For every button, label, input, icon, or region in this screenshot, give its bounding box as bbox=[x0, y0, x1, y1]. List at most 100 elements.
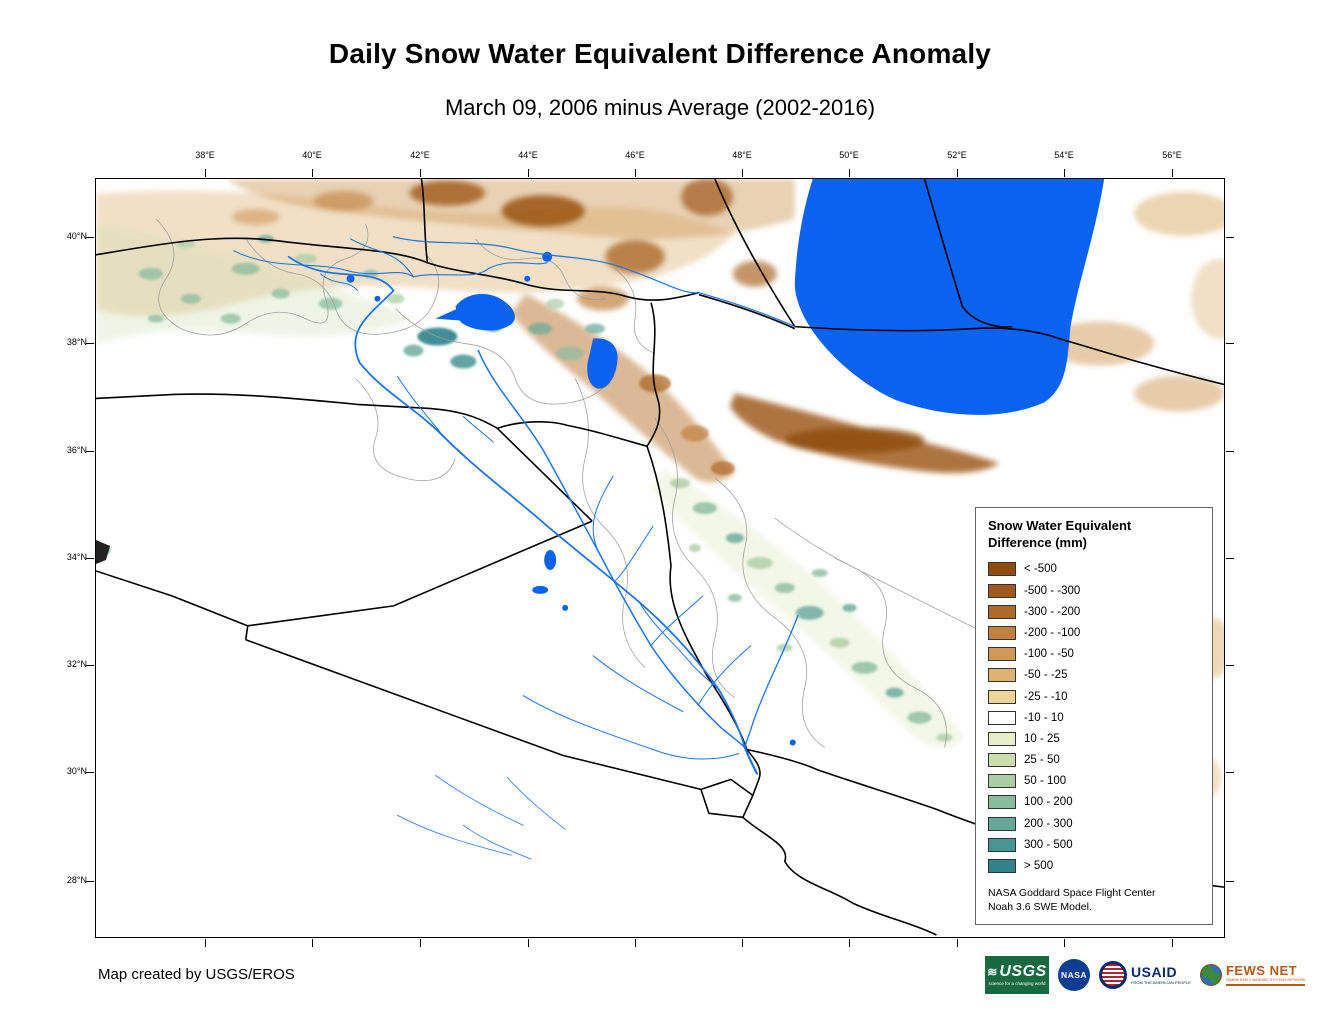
lat-tick-label: 30°N bbox=[66, 766, 87, 776]
axis-tick bbox=[1171, 169, 1173, 177]
border-layer bbox=[96, 179, 1224, 936]
axis-tick bbox=[1226, 236, 1234, 238]
axis-tick bbox=[848, 169, 850, 177]
legend-item: -500 - -300 bbox=[988, 580, 1202, 601]
legend-swatch bbox=[988, 753, 1016, 768]
legend-item: < -500 bbox=[988, 559, 1202, 580]
axis-tick bbox=[1226, 664, 1234, 666]
axis-tick bbox=[86, 450, 94, 452]
axis-tick bbox=[419, 939, 421, 947]
legend-item: 300 - 500 bbox=[988, 834, 1202, 855]
axis-tick bbox=[741, 939, 743, 947]
map-legend: Snow Water Equivalent Difference (mm) < … bbox=[975, 507, 1213, 925]
axis-tick bbox=[311, 169, 313, 177]
axis-tick bbox=[1063, 169, 1065, 177]
legend-swatch bbox=[988, 647, 1016, 662]
axis-tick bbox=[1171, 939, 1173, 947]
axis-tick bbox=[634, 169, 636, 177]
legend-source-note: NASA Goddard Space Flight Center Noah 3.… bbox=[988, 886, 1156, 913]
legend-swatch bbox=[988, 774, 1016, 789]
legend-swatch bbox=[988, 562, 1016, 577]
map-frame bbox=[95, 178, 1225, 938]
terrain-layer bbox=[96, 179, 1224, 798]
legend-item: -300 - -200 bbox=[988, 601, 1202, 622]
legend-item: -200 - -100 bbox=[988, 622, 1202, 643]
lake-urmia bbox=[587, 338, 618, 389]
axis-tick bbox=[86, 342, 94, 344]
legend-swatch bbox=[988, 668, 1016, 683]
legend-item: -25 - -10 bbox=[988, 686, 1202, 707]
nasa-logo: NASA bbox=[1058, 959, 1090, 991]
legend-item: > 500 bbox=[988, 855, 1202, 876]
legend-swatch bbox=[988, 583, 1016, 598]
lon-tick-label: 40°E bbox=[302, 150, 322, 160]
lat-tick-label: 36°N bbox=[66, 445, 87, 455]
axis-tick bbox=[741, 169, 743, 177]
legend-item: 200 - 300 bbox=[988, 813, 1202, 834]
axis-tick bbox=[1226, 880, 1234, 882]
globe-icon bbox=[1199, 964, 1222, 986]
lat-tick-label: 40°N bbox=[66, 231, 87, 241]
legend-swatch bbox=[988, 689, 1016, 704]
axis-tick bbox=[86, 880, 94, 882]
axis-tick bbox=[1063, 939, 1065, 947]
caspian-sea bbox=[794, 179, 1105, 415]
lon-tick-label: 56°E bbox=[1162, 150, 1182, 160]
legend-swatch bbox=[988, 731, 1016, 746]
usgs-logo: ≋ USGS science for a changing world bbox=[985, 956, 1049, 994]
legend-item: 25 - 50 bbox=[988, 749, 1202, 770]
axis-tick bbox=[527, 169, 529, 177]
axis-tick bbox=[634, 939, 636, 947]
axis-tick bbox=[1226, 557, 1234, 559]
river-layer bbox=[233, 236, 799, 860]
lon-tick-label: 44°E bbox=[518, 150, 538, 160]
usgs-wave-icon: ≋ bbox=[987, 964, 998, 979]
partner-logos: ≋ USGS science for a changing world NASA… bbox=[985, 956, 1306, 994]
legend-item: -10 - 10 bbox=[988, 707, 1202, 728]
legend-swatch bbox=[988, 816, 1016, 831]
map-credit: Map created by USGS/EROS bbox=[98, 966, 295, 983]
axis-tick bbox=[1226, 342, 1234, 344]
axis-tick bbox=[86, 771, 94, 773]
lake-van-arm bbox=[435, 308, 462, 321]
lon-tick-label: 54°E bbox=[1054, 150, 1074, 160]
legend-item: 10 - 25 bbox=[988, 728, 1202, 749]
lat-tick-label: 32°N bbox=[66, 659, 87, 669]
legend-item: 50 - 100 bbox=[988, 771, 1202, 792]
lon-tick-label: 46°E bbox=[625, 150, 645, 160]
legend-swatch bbox=[988, 604, 1016, 619]
lon-tick-label: 52°E bbox=[947, 150, 967, 160]
lat-tick-label: 28°N bbox=[66, 875, 87, 885]
legend-item: -100 - -50 bbox=[988, 644, 1202, 665]
legend-swatch bbox=[988, 710, 1016, 725]
lon-tick-label: 48°E bbox=[732, 150, 752, 160]
axis-tick bbox=[419, 169, 421, 177]
axis-tick bbox=[527, 939, 529, 947]
lat-tick-label: 38°N bbox=[66, 337, 87, 347]
usaid-logo: USAID FROM THE AMERICAN PEOPLE bbox=[1099, 961, 1191, 989]
watershed-layer bbox=[155, 218, 1005, 748]
page-subtitle: March 09, 2006 minus Average (2002-2016) bbox=[444, 95, 876, 120]
lon-tick-label: 38°E bbox=[195, 150, 215, 160]
axis-tick bbox=[311, 939, 313, 947]
legend-item: -50 - -25 bbox=[988, 665, 1202, 686]
axis-tick bbox=[86, 664, 94, 666]
legend-item: 100 - 200 bbox=[988, 792, 1202, 813]
lat-tick-label: 34°N bbox=[66, 552, 87, 562]
legend-swatch bbox=[988, 859, 1016, 873]
legend-swatch bbox=[988, 795, 1016, 810]
axis-tick bbox=[1226, 450, 1234, 452]
lake-van bbox=[455, 293, 515, 331]
usaid-seal-icon bbox=[1099, 961, 1127, 989]
legend-title: Snow Water Equivalent Difference (mm) bbox=[988, 518, 1132, 550]
axis-tick bbox=[204, 939, 206, 947]
fewsnet-logo: FEWS NET FAMINE EARLY WARNING SYSTEMS NE… bbox=[1199, 964, 1306, 987]
axis-tick bbox=[86, 557, 94, 559]
axis-tick bbox=[86, 236, 94, 238]
legend-swatch bbox=[988, 837, 1016, 852]
lon-tick-label: 50°E bbox=[839, 150, 859, 160]
axis-tick bbox=[956, 939, 958, 947]
lakes-layer bbox=[346, 179, 1105, 746]
axis-tick bbox=[204, 169, 206, 177]
